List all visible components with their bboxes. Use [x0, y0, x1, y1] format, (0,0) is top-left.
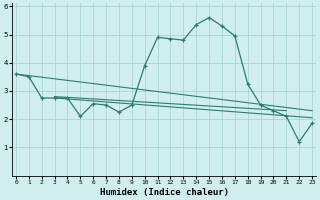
X-axis label: Humidex (Indice chaleur): Humidex (Indice chaleur) — [100, 188, 228, 197]
